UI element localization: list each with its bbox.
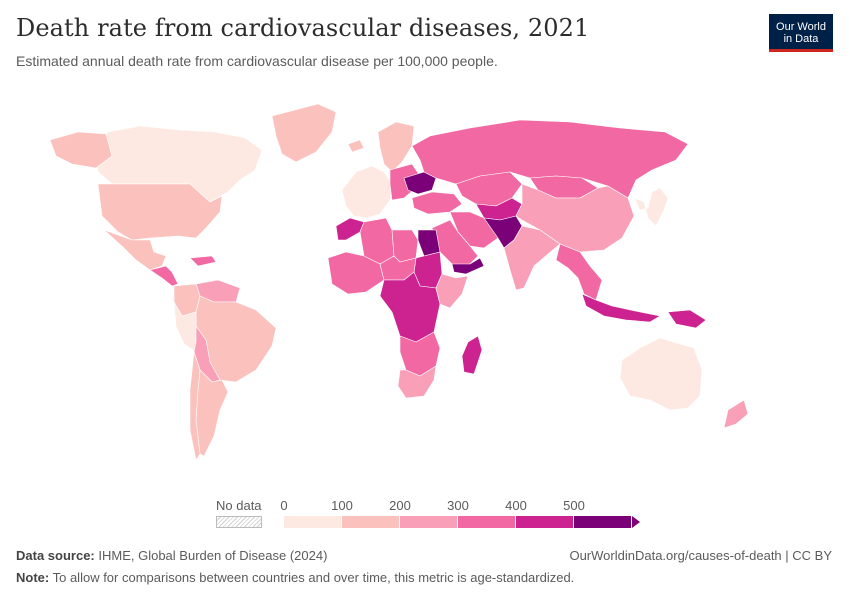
- color-legend: No data 0 100 200 300 400 500: [210, 494, 650, 534]
- data-source-text[interactable]: IHME, Global Burden of Disease (2024): [98, 548, 328, 563]
- world-map: CanadaGreenland Alaska United StatesMexico…: [0, 80, 850, 500]
- legend-tick-400: 400: [505, 498, 527, 513]
- legend-bin-5[interactable]: [574, 516, 632, 528]
- region-indonesia[interactable]: Indonesia: [581, 293, 661, 323]
- region-caribbean[interactable]: Caribbean: [189, 255, 217, 267]
- chart-title: Death rate from cardiovascular diseases,…: [16, 14, 590, 42]
- logo-accent-bar: [769, 49, 833, 52]
- note: Note: To allow for comparisons between c…: [16, 570, 574, 585]
- region-madagascar[interactable]: Madagascar: [461, 335, 483, 375]
- legend-tick-200: 200: [389, 498, 411, 513]
- region-argentina[interactable]: Argentina: [195, 369, 229, 457]
- region-new-zealand[interactable]: New Zealand: [723, 399, 749, 429]
- region-japan-korea[interactable]: Japan / Korea: [633, 187, 669, 227]
- data-source-label: Data source:: [16, 548, 95, 563]
- legend-bin-4[interactable]: [516, 516, 574, 528]
- map-svg: CanadaGreenland Alaska United StatesMexico…: [49, 103, 749, 461]
- no-data-label: No data: [216, 498, 262, 513]
- region-united-states[interactable]: United States: [97, 183, 223, 241]
- legend-bin-3[interactable]: [458, 516, 516, 528]
- region-western-europe[interactable]: Western Europe: [341, 165, 393, 219]
- legend-tick-300: 300: [447, 498, 469, 513]
- region-central-africa[interactable]: Central Africa: [379, 271, 441, 343]
- region-greenland[interactable]: Greenland: [271, 103, 337, 163]
- legend-bin-1[interactable]: [342, 516, 400, 528]
- region-australia[interactable]: Australia: [619, 337, 703, 411]
- logo-line-1: Our World: [776, 21, 826, 33]
- legend-tick-100: 100: [331, 498, 353, 513]
- legend-tick-500: 500: [563, 498, 585, 513]
- region-south-africa[interactable]: South Africa: [397, 365, 437, 399]
- region-southeast-asia[interactable]: Southeast Asia: [555, 243, 603, 301]
- region-morocco[interactable]: Morocco: [335, 217, 365, 241]
- logo-line-2: in Data: [783, 33, 819, 45]
- region-canada[interactable]: Canada: [95, 125, 263, 203]
- region-iceland[interactable]: Iceland: [347, 139, 365, 153]
- region-central-america[interactable]: Central America: [149, 265, 179, 287]
- region-east-africa[interactable]: East Africa: [435, 273, 469, 309]
- owid-logo[interactable]: Our World in Data: [769, 14, 833, 52]
- region-yemen[interactable]: Yemen: [451, 257, 485, 275]
- region-mexico[interactable]: Mexico: [103, 229, 167, 271]
- legend-bin-2[interactable]: [400, 516, 458, 528]
- note-label: Note:: [16, 570, 50, 585]
- data-source: Data source: IHME, Global Burden of Dise…: [16, 548, 327, 563]
- region-papua-new-guinea[interactable]: Papua New Guinea: [667, 309, 707, 329]
- region-eastern-europe[interactable]: Eastern Europe: [389, 163, 421, 201]
- source-url-license[interactable]: OurWorldinData.org/causes-of-death | CC …: [569, 548, 832, 563]
- chart-subtitle: Estimated annual death rate from cardiov…: [16, 53, 498, 69]
- no-data-swatch[interactable]: [216, 516, 262, 528]
- region-china[interactable]: China: [515, 183, 635, 253]
- region-arabian-peninsula[interactable]: Arabian Peninsula: [431, 219, 479, 267]
- region-egypt[interactable]: Egypt: [417, 229, 441, 257]
- region-scandinavia[interactable]: Scandinavia: [377, 121, 415, 173]
- region-alaska[interactable]: Alaska: [49, 131, 113, 169]
- region-india[interactable]: India: [503, 225, 561, 291]
- note-text: To allow for comparisons between countri…: [52, 570, 575, 585]
- region-libya[interactable]: Libya: [391, 229, 419, 263]
- legend-bin-0[interactable]: [284, 516, 342, 528]
- legend-open-end-arrow: [632, 516, 640, 528]
- region-turkey-caucasus[interactable]: Turkey / Caucasus: [411, 191, 463, 215]
- region-chile[interactable]: Chile: [189, 351, 201, 461]
- legend-tick-0: 0: [280, 498, 288, 513]
